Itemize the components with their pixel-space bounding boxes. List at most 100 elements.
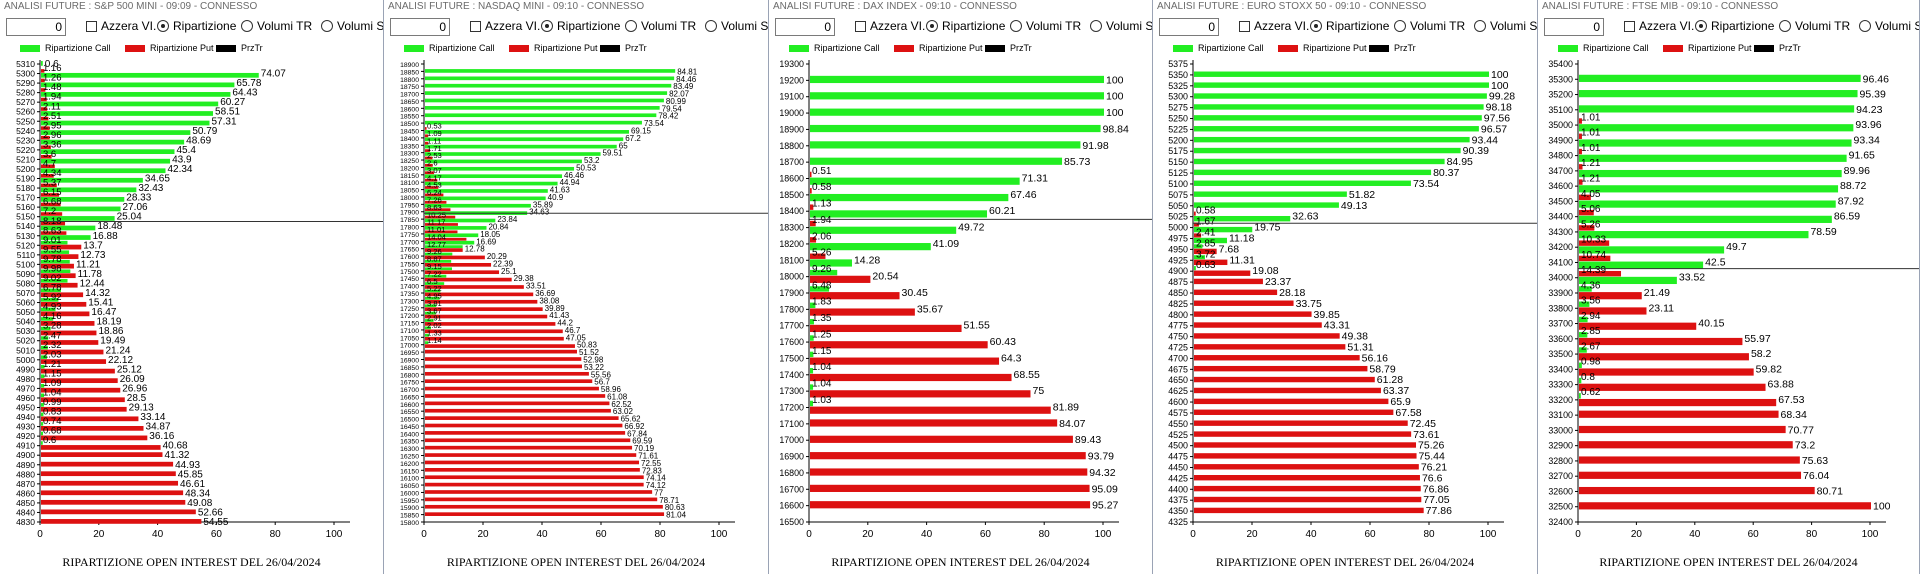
call-value-label: 100 xyxy=(1491,69,1509,81)
volumi-st-radio[interactable]: Volumi ST xyxy=(705,19,768,33)
y-tick-label: 4920 xyxy=(16,431,35,441)
volumi-tr-radio[interactable]: Volumi TR xyxy=(1779,19,1850,33)
radio-icon[interactable] xyxy=(321,20,333,32)
put-value-label: 0.62 xyxy=(1581,387,1601,398)
y-tick-label: 18800 xyxy=(400,77,419,84)
radio-icon[interactable] xyxy=(705,20,717,32)
reset-checkbox[interactable]: Azzera VI. xyxy=(86,19,156,33)
put-value-label: 1.04 xyxy=(812,378,832,389)
y-tick-label: 18050 xyxy=(400,188,419,195)
y-tick-label: 18500 xyxy=(779,190,804,200)
call-bar xyxy=(425,196,546,201)
radio-icon[interactable] xyxy=(1474,20,1486,32)
value-input[interactable]: 0 xyxy=(390,18,450,36)
call-bar xyxy=(1579,105,1855,113)
value-input[interactable]: 0 xyxy=(775,18,835,36)
call-value-label: 98.84 xyxy=(1103,123,1129,135)
radio-icon[interactable] xyxy=(1394,20,1406,32)
radio-selected-icon[interactable] xyxy=(541,20,553,32)
ripartizione-radio[interactable]: Ripartizione xyxy=(926,19,1005,33)
call-bar xyxy=(1194,496,1422,503)
call-bar xyxy=(41,301,87,307)
radio-icon[interactable] xyxy=(1859,20,1871,32)
reset-checkbox[interactable]: Azzera VI. xyxy=(855,19,925,33)
put-value-label: 3.6 xyxy=(43,149,56,160)
y-tick-label: 16700 xyxy=(400,387,419,394)
put-value-label: 3.81 xyxy=(427,299,442,308)
call-bar xyxy=(425,144,617,149)
y-tick-label: 17950 xyxy=(400,202,419,209)
call-bar xyxy=(41,158,171,164)
call-bar xyxy=(1194,376,1375,383)
call-value-label: 81.89 xyxy=(1053,402,1079,414)
call-bar xyxy=(425,482,644,487)
call-value-label: 46.61 xyxy=(180,479,205,490)
y-tick-label: 18700 xyxy=(400,92,419,99)
ripartizione-radio[interactable]: Ripartizione xyxy=(541,19,620,33)
y-tick-label: 16550 xyxy=(400,409,419,416)
ripartizione-radio[interactable]: Ripartizione xyxy=(1695,19,1774,33)
call-value-label: 33.14 xyxy=(140,412,165,423)
call-value-label: 87.92 xyxy=(1838,195,1864,207)
y-tick-label: 16200 xyxy=(400,461,419,468)
checkbox-box[interactable] xyxy=(470,20,481,32)
volumi-tr-radio[interactable]: Volumi TR xyxy=(625,19,696,33)
call-value-label: 59.51 xyxy=(603,149,624,158)
value-input[interactable]: 0 xyxy=(1159,18,1219,36)
call-bar xyxy=(425,349,577,354)
put-value-label: 3.28 xyxy=(43,321,62,332)
put-value-label: 1.25 xyxy=(812,329,832,340)
call-bar xyxy=(1579,383,1766,391)
radio-icon[interactable] xyxy=(1090,20,1102,32)
x-tick-label: 100 xyxy=(1095,529,1112,540)
call-value-label: 96.46 xyxy=(1863,73,1889,85)
chart-panel: ANALISI FUTURE : NASDAQ MINI - 09:10 - C… xyxy=(384,0,769,574)
checkbox-box[interactable] xyxy=(1239,20,1250,32)
chart-panel: ANALISI FUTURE : DAX INDEX - 09:10 - CON… xyxy=(769,0,1153,574)
radio-icon[interactable] xyxy=(1010,20,1022,32)
call-value-label: 61.28 xyxy=(1377,374,1403,386)
reset-checkbox[interactable]: Azzera VI. xyxy=(1624,19,1694,33)
value-input[interactable]: 0 xyxy=(1544,18,1604,36)
call-value-label: 16.47 xyxy=(91,307,116,318)
checkbox-box[interactable] xyxy=(1624,20,1635,32)
radio-icon[interactable] xyxy=(1779,20,1791,32)
ripartizione-radio[interactable]: Ripartizione xyxy=(157,19,236,33)
radio-selected-icon[interactable] xyxy=(157,20,169,32)
call-bar xyxy=(1194,311,1312,317)
ripartizione-radio[interactable]: Ripartizione xyxy=(1310,19,1389,33)
call-bar xyxy=(810,108,1104,116)
y-tick-label: 17000 xyxy=(400,343,419,350)
volumi-st-radio[interactable]: Volumi ST xyxy=(1090,19,1152,33)
volumi-tr-radio[interactable]: Volumi TR xyxy=(1010,19,1081,33)
call-value-label: 28.33 xyxy=(126,193,151,204)
legend-swatch xyxy=(404,44,424,52)
radio-icon[interactable] xyxy=(625,20,637,32)
radio-selected-icon[interactable] xyxy=(1310,20,1322,32)
call-value-label: 96.57 xyxy=(1481,123,1507,135)
radio-icon[interactable] xyxy=(241,20,253,32)
y-tick-label: 15950 xyxy=(400,498,419,505)
call-bar xyxy=(425,203,531,208)
call-bar xyxy=(425,226,487,230)
call-bar xyxy=(1579,154,1847,162)
volumi-st-radio[interactable]: Volumi ST xyxy=(1859,19,1919,33)
radio-selected-icon[interactable] xyxy=(926,20,938,32)
volumi-tr-radio[interactable]: Volumi TR xyxy=(241,19,312,33)
call-bar xyxy=(1194,126,1479,132)
volumi-st-radio[interactable]: Volumi ST xyxy=(321,19,383,33)
reset-checkbox[interactable]: Azzera VI. xyxy=(1239,19,1309,33)
volumi-st-radio[interactable]: Volumi ST xyxy=(1474,19,1537,33)
call-bar xyxy=(1194,71,1489,77)
checkbox-box[interactable] xyxy=(855,20,866,32)
call-value-label: 60.21 xyxy=(989,205,1015,217)
put-bar xyxy=(425,260,452,263)
reset-checkbox[interactable]: Azzera VI. xyxy=(470,19,540,33)
y-tick-label: 17800 xyxy=(779,304,804,314)
call-value-label: 46.46 xyxy=(564,171,585,180)
value-input[interactable]: 0 xyxy=(6,18,66,36)
put-bar xyxy=(810,220,816,227)
volumi-tr-radio[interactable]: Volumi TR xyxy=(1394,19,1465,33)
checkbox-box[interactable] xyxy=(86,20,97,32)
radio-selected-icon[interactable] xyxy=(1695,20,1707,32)
